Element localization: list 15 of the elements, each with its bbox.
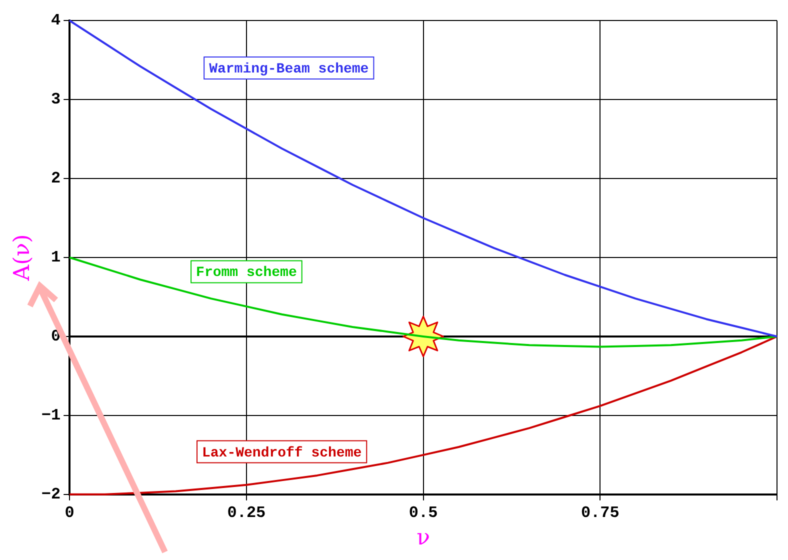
x-tick-label: 0.5	[408, 504, 438, 522]
x-axis-title: ν	[416, 526, 430, 551]
x-tick-label: 0.25	[227, 504, 266, 522]
y-tick-label: 3	[50, 90, 61, 109]
x-tick-label: 0	[64, 504, 74, 522]
series-label: Lax-Wendroff scheme	[202, 445, 362, 462]
y-tick-label: −2	[41, 485, 61, 504]
y-tick-label: 4	[50, 12, 61, 30]
x-tick-label: 0.75	[580, 504, 620, 522]
series-label: Warming-Beam scheme	[209, 62, 369, 78]
y-axis-title: A(ν)	[10, 234, 35, 282]
series-label: Fromm scheme	[196, 265, 297, 282]
y-tick-label: 2	[50, 170, 61, 188]
y-tick-label: 1	[50, 248, 61, 267]
y-tick-label: −1	[41, 406, 61, 424]
